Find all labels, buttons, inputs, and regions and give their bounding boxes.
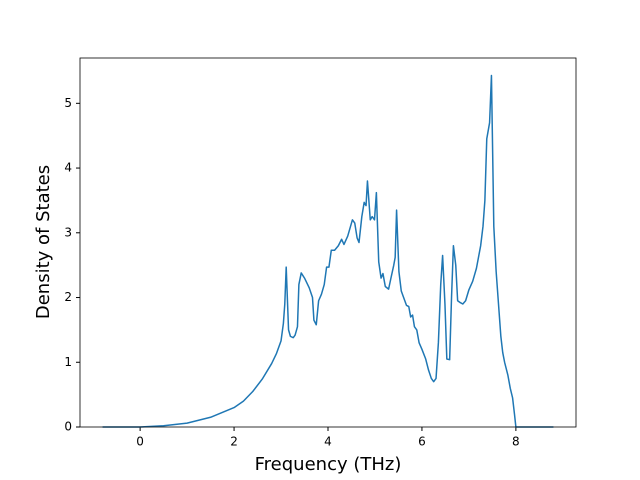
x-tick-label: 0: [136, 435, 144, 449]
line-series: [102, 74, 554, 428]
x-tick-label: 4: [324, 435, 332, 449]
y-tick-label: 3: [64, 225, 72, 239]
plot-frame: [79, 57, 577, 428]
x-tick-label: 2: [230, 435, 238, 449]
y-tick-label: 4: [64, 161, 72, 175]
x-tick-label: 6: [418, 435, 426, 449]
y-tick-label: 2: [64, 290, 72, 304]
y-tick-label: 1: [64, 355, 72, 369]
x-tick-label: 8: [512, 435, 520, 449]
y-tick-label: 0: [64, 420, 72, 434]
y-axis-label: Density of States: [33, 165, 54, 319]
x-axis-label: Frequency (THz): [255, 454, 402, 475]
y-tick-label: 5: [64, 96, 72, 110]
